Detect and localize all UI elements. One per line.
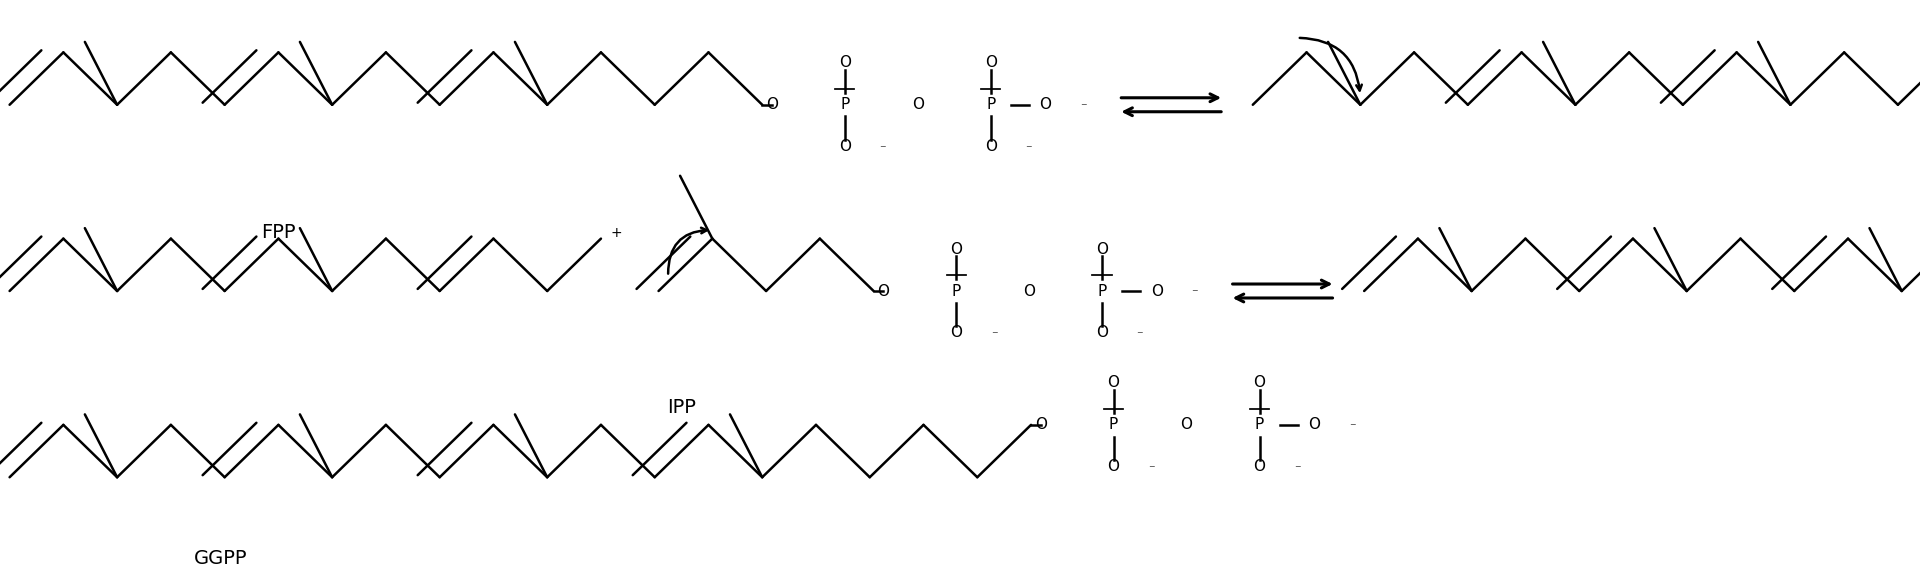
Text: +: +	[611, 226, 622, 240]
Text: O: O	[1308, 417, 1321, 432]
Text: O: O	[1108, 459, 1119, 474]
Text: O: O	[1035, 417, 1046, 432]
Text: P: P	[987, 97, 995, 112]
Text: GGPP: GGPP	[194, 549, 248, 568]
Text: P: P	[1256, 417, 1263, 432]
Text: O: O	[839, 139, 851, 154]
Text: P: P	[841, 97, 849, 112]
Text: O: O	[1150, 283, 1164, 299]
Text: O: O	[912, 97, 924, 112]
Text: O: O	[1039, 97, 1052, 112]
Text: O: O	[950, 325, 962, 340]
Text: O: O	[1023, 283, 1035, 299]
Text: O: O	[877, 283, 889, 299]
Text: O: O	[985, 139, 996, 154]
Text: O: O	[985, 55, 996, 70]
Text: ⁻: ⁻	[1148, 463, 1154, 476]
Text: ⁻: ⁻	[1350, 421, 1356, 434]
Text: O: O	[1254, 459, 1265, 474]
Text: FPP: FPP	[261, 223, 296, 242]
Text: P: P	[952, 283, 960, 299]
Text: O: O	[1096, 325, 1108, 340]
Text: P: P	[1098, 283, 1106, 299]
Text: ⁻: ⁻	[1192, 288, 1198, 300]
Text: ⁻: ⁻	[991, 329, 996, 342]
Text: O: O	[950, 242, 962, 257]
Text: O: O	[1108, 375, 1119, 391]
Text: ⁻: ⁻	[1025, 143, 1031, 156]
Text: O: O	[1096, 242, 1108, 257]
Text: ⁻: ⁻	[1081, 101, 1087, 114]
Text: IPP: IPP	[666, 398, 697, 417]
Text: ⁻: ⁻	[879, 143, 885, 156]
Text: ⁻: ⁻	[1137, 329, 1142, 342]
Text: O: O	[766, 97, 778, 112]
Text: O: O	[839, 55, 851, 70]
Text: ⁻: ⁻	[1294, 463, 1300, 476]
Text: P: P	[1110, 417, 1117, 432]
Text: O: O	[1181, 417, 1192, 432]
Text: O: O	[1254, 375, 1265, 391]
